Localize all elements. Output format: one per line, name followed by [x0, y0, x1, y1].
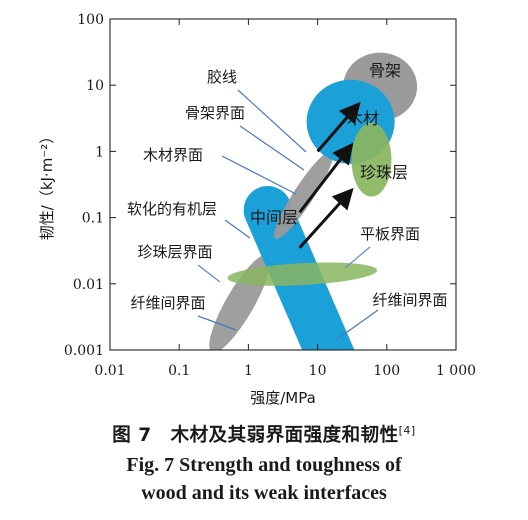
region-label: 骨架	[369, 61, 401, 80]
callout-label: 胶线	[207, 68, 237, 86]
arrow-1	[298, 142, 354, 214]
chart-regions	[110, 52, 456, 411]
callout-leader	[239, 125, 305, 171]
chart-arrows	[298, 101, 361, 249]
figure-caption-en-line2: wood and its weak interfaces	[141, 482, 387, 504]
region-label: 珍珠层	[360, 163, 408, 182]
callout-leader	[237, 89, 307, 153]
region-label: 木材	[347, 109, 379, 128]
callout-label: 软化的有机层	[127, 200, 217, 218]
callout-label: 骨架界面	[185, 104, 245, 122]
x-tick-label: 10	[309, 363, 327, 379]
callout-leader	[335, 309, 379, 341]
region-e78f8de78fa0e5b182e7958c	[227, 262, 378, 286]
callout-label: 纤维间界面	[130, 294, 205, 312]
x-tick-label: 1 000	[436, 363, 476, 379]
callout-leader	[197, 264, 221, 283]
x-tick-label: 0.1	[168, 363, 190, 379]
y-tick-label: 100	[77, 12, 104, 28]
callout-leader	[344, 246, 371, 269]
region-e78f8de78fa0e5b182	[351, 122, 392, 197]
callout-leader	[224, 219, 251, 239]
callout-label: 平板界面	[360, 225, 420, 243]
y-axis-label: 韧性/（kJ·m⁻²）	[38, 129, 56, 240]
arrow-3	[316, 101, 361, 153]
y-tick-label: 0.1	[82, 211, 104, 227]
figure-caption-cn: 图 7 木材及其弱界面强度和韧性[4]	[112, 423, 416, 446]
plot-bottom-clip	[110, 350, 456, 411]
figure-caption-en-line1: Fig. 7 Strength and toughness of	[126, 454, 402, 476]
region-e883b6e7babf	[274, 150, 334, 239]
y-tick-label: 1	[95, 144, 104, 160]
y-tick-label: 0.01	[73, 277, 104, 293]
callout-label: 木材界面	[143, 146, 203, 164]
region-label: 中间层	[250, 208, 298, 227]
callout-label: 纤维间界面	[372, 291, 447, 309]
chart-axes: 0.01 0.1 1 10 100 1 000 0.001 0.01 0.1 1 10 100 强度/M…	[38, 12, 476, 407]
plot-frame	[109, 18, 457, 351]
x-axis-label: 强度/MPa	[250, 389, 316, 407]
chart: 0.01 0.1 1 10 100 1 000 0.001 0.01 0.1 1 10 100 强度/M…	[38, 12, 477, 411]
callout-leader	[221, 155, 297, 195]
y-tick-label: 10	[86, 78, 104, 94]
callout-leader	[197, 315, 237, 331]
x-tick-label: 0.01	[94, 363, 125, 379]
x-tick-label: 100	[373, 363, 400, 379]
callout-label: 珍珠层界面	[137, 243, 212, 261]
y-tick-label: 0.001	[64, 343, 104, 359]
x-tick-label: 1	[244, 363, 253, 379]
arrow-2	[298, 187, 354, 249]
